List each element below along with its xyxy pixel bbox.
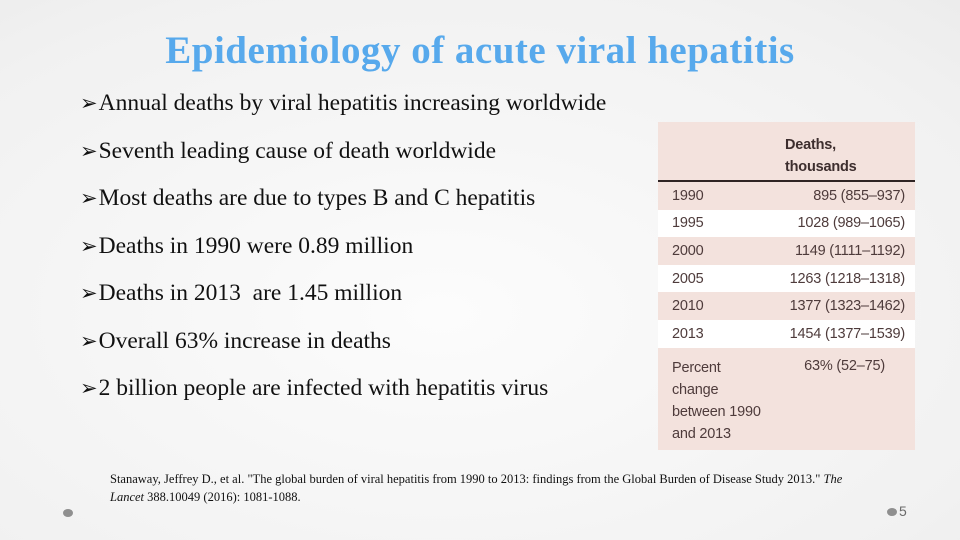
table-footer-row: Percent change between 1990 and 2013 63%…: [658, 348, 915, 446]
table-row: 2000 1149 (1111–1192): [658, 237, 915, 265]
row-value: 1263 (1218–1318): [789, 270, 906, 287]
table-row: 1990 895 (855–937): [658, 182, 915, 210]
row-year: 2000: [672, 242, 704, 259]
row-value: 1454 (1377–1539): [789, 325, 906, 342]
bullet-item: ➢Most deaths are due to types B and C he…: [80, 185, 606, 212]
row-value: 1149 (1111–1192): [795, 242, 905, 259]
decorative-dot: [63, 509, 73, 517]
slide-title: Epidemiology of acute viral hepatitis: [165, 29, 795, 72]
row-value: 1028 (989–1065): [797, 215, 906, 232]
table-header-row: Deaths, thousands: [658, 122, 915, 180]
row-value: 895 (855–937): [813, 187, 905, 204]
row-value: 1377 (1323–1462): [789, 298, 906, 315]
row-year: 1990: [672, 187, 704, 204]
row-year: 2013: [672, 325, 704, 342]
table-row: 1995 1028 (989–1065): [658, 209, 915, 238]
bullet-item: ➢Annual deaths by viral hepatitis increa…: [80, 90, 606, 117]
table-header-rule: [658, 180, 915, 182]
bullet-list: ➢Annual deaths by viral hepatitis increa…: [80, 90, 606, 423]
table-row: 2010 1377 (1323–1462): [658, 292, 915, 320]
arrow-bullet-icon: ➢: [80, 138, 98, 163]
bullet-text: 2 billion people are infected with hepat…: [98, 375, 549, 401]
bullet-text: Seventh leading cause of death worldwide: [98, 137, 497, 164]
bullet-item: ➢Overall 63% increase in deaths: [80, 328, 606, 355]
bullet-text: Annual deaths by viral hepatitis increas…: [98, 90, 607, 116]
arrow-bullet-icon: ➢: [80, 328, 98, 353]
bullet-item: ➢2 billion people are infected with hepa…: [80, 375, 606, 402]
row-year: 2005: [672, 270, 704, 287]
arrow-bullet-icon: ➢: [80, 281, 98, 305]
table-column-header: Deaths, thousands: [785, 137, 857, 175]
bullet-item: ➢Seventh leading cause of death worldwid…: [80, 138, 606, 165]
bullet-item: ➢Deaths in 1990 were 0.89 million: [80, 233, 606, 260]
citation-journal: The Lancet: [110, 472, 843, 504]
table-row: 2005 1263 (1218–1318): [658, 264, 915, 293]
bullet-item: ➢Deaths in 2013 are 1.45 million: [80, 280, 606, 307]
row-year: 1995: [672, 215, 704, 232]
bullet-text: Overall 63% increase in deaths: [98, 327, 391, 354]
footer-label: Percent change between 1990 and 2013: [672, 359, 761, 443]
arrow-bullet-icon: ➢: [80, 186, 98, 210]
row-year: 2010: [672, 298, 704, 315]
table-row: 2013 1454 (1377–1539): [658, 319, 915, 348]
arrow-bullet-icon: ➢: [80, 91, 98, 115]
bullet-text: Most deaths are due to types B and C hep…: [98, 185, 536, 211]
bullet-text: Deaths in 1990 were 0.89 million: [98, 232, 414, 259]
arrow-bullet-icon: ➢: [80, 376, 98, 400]
arrow-bullet-icon: ➢: [80, 233, 98, 258]
page-number: 5: [899, 503, 907, 519]
deaths-table: Deaths, thousands 1990 895 (855–937) 199…: [658, 122, 915, 450]
footer-value: 63% (52–75): [804, 357, 885, 374]
citation: Stanaway, Jeffrey D., et al. "The global…: [110, 471, 862, 506]
bullet-text: Deaths in 2013 are 1.45 million: [98, 280, 403, 306]
citation-text: Stanaway, Jeffrey D., et al. "The global…: [110, 472, 824, 486]
citation-text: 388.10049 (2016): 1081-1088.: [144, 489, 301, 504]
decorative-dot: [887, 508, 897, 516]
